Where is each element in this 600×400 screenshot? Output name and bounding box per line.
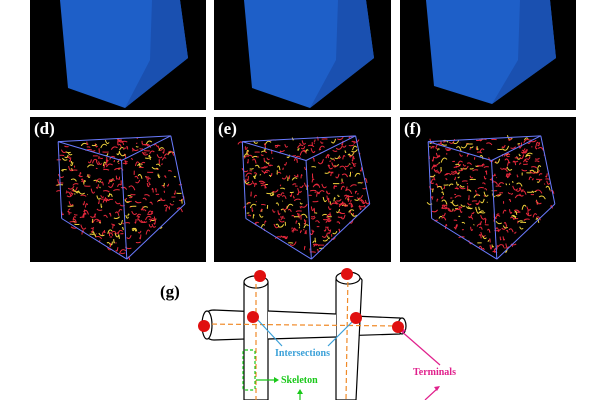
cube-edge [311,203,371,260]
intersection-node [247,311,259,323]
skeleton-cube-render [237,135,371,260]
porous-cube-render [60,0,188,108]
cube-edge [427,141,433,219]
cube-edge [241,141,247,219]
cube-edge [121,135,172,161]
skeleton-cube-render [426,135,556,260]
intersections-label: Intersections [275,348,330,359]
terminals-label: Terminals [413,367,456,378]
panel-b-volume [214,0,391,110]
terminal-node [392,321,404,333]
right-vertical-tube [335,273,363,400]
terminal-node [198,320,210,332]
panel-label-f: (f) [404,119,421,138]
cube-edge [491,160,498,260]
terminal-node [341,268,353,280]
cube-edge [245,218,312,260]
cube-edge [170,135,186,205]
cube-edge [242,141,307,161]
terminal-node [254,270,266,282]
cube-edge [355,135,371,205]
cube-edge [305,160,312,260]
panel-c-volume [400,0,576,110]
panel-f-skeleton: (f) [400,117,576,262]
skeleton-schematic [198,268,441,400]
cube-edge [121,160,128,260]
cube-edge [58,141,122,161]
cube-edge [428,141,492,161]
panel-e-skeleton: (e) [214,117,391,262]
cube-edge [242,135,356,143]
cube-edge [61,218,128,260]
cube-edge [496,203,556,260]
terminals-arrow [399,329,441,366]
cube-edge [57,141,63,219]
panel-d-skeleton: (d) [30,117,206,262]
cube-edge [540,135,556,205]
porous-cube-render [244,0,374,108]
cube-edge [431,218,498,260]
cube-edge [126,203,186,260]
panel-label-g: (g) [160,282,180,301]
panel-label-e: (e) [218,119,237,138]
cube-edge [491,135,542,161]
cube-edge [58,135,171,143]
cube-edge [305,135,356,161]
panel-label-d: (d) [34,119,55,138]
skeleton-label: Skeleton [281,375,318,386]
cube-edge [428,135,541,143]
panel-a-volume [30,0,206,110]
skeleton-cube-render [55,135,186,260]
porous-cube-render [426,0,556,104]
intersection-node [350,312,362,324]
